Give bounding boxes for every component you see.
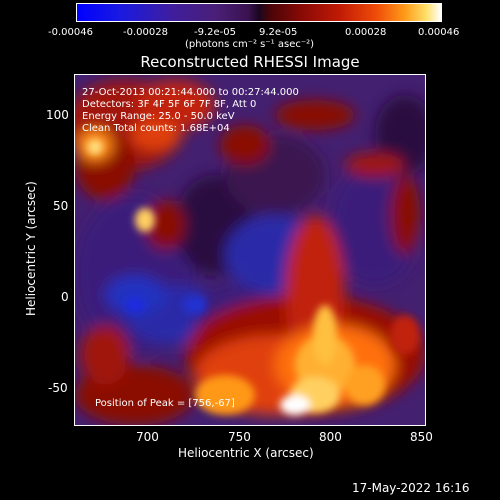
x-tick-label: 800 [319,430,342,444]
colorbar-tick-label: -9.2e-05 [194,27,236,38]
colorbar-unit-label: (photons cm⁻² s⁻¹ asec⁻²) [185,39,315,50]
x-tick-label: 850 [410,430,433,444]
x-tick-label: 700 [136,430,159,444]
plot-title: Reconstructed RHESSI Image [140,53,360,71]
y-tick-label: 50 [53,199,69,213]
x-axis-label: Heliocentric X (arcsec) [178,446,314,460]
annotation-time-range: 27-Oct-2013 00:21:44.000 to 00:27:44.000 [82,87,299,98]
annotation-detectors: Detectors: 3F 4F 5F 6F 7F 8F, Att 0 [82,99,257,110]
colorbar-tick-label: 0.00046 [418,27,460,38]
x-tick-label: 750 [228,430,251,444]
colorbar-tick-label: 0.00028 [345,27,387,38]
y-axis-label: Heliocentric Y (arcsec) [24,181,38,316]
colorbar-tick-label: 9.2e-05 [259,27,298,38]
colorbar [76,3,442,22]
y-tick-label: 100 [46,108,69,122]
y-tick-label: 0 [61,290,69,304]
colorbar-tick-label: -0.00028 [123,27,168,38]
rhessi-image [74,74,426,426]
annotation-energy-range: Energy Range: 25.0 - 50.0 keV [82,111,235,122]
y-tick-label: -50 [48,381,68,395]
annotation-clean-counts: Clean Total counts: 1.68E+04 [82,123,230,134]
timestamp-footer: 17-May-2022 16:16 [352,481,470,495]
annotation-peak-position: Position of Peak = [756,-67] [95,398,235,409]
rhessi-image-canvas [75,75,425,425]
colorbar-tick-label: -0.00046 [48,27,93,38]
